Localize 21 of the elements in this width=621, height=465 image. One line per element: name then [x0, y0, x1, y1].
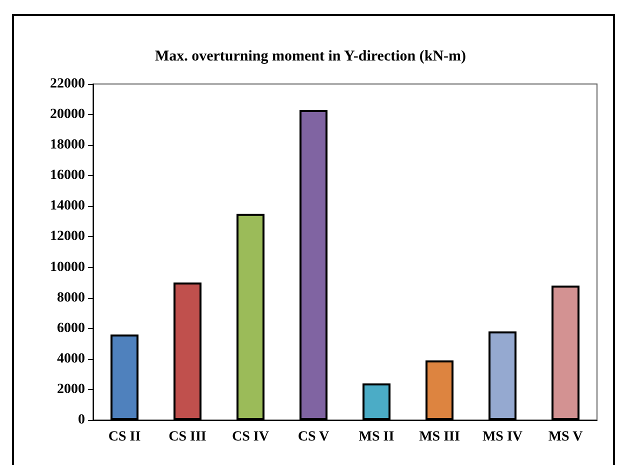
y-tick-label: 6000	[57, 320, 85, 336]
y-tick-label: 8000	[57, 290, 85, 306]
x-tick-label: CS V	[298, 430, 330, 444]
x-tick-label: CS III	[168, 430, 206, 444]
x-tick-label: CS II	[108, 430, 141, 444]
y-tick-label: 16000	[50, 168, 85, 184]
y-tick-label: 22000	[50, 76, 85, 92]
y-tick-label: 12000	[50, 229, 85, 244]
chart-title: Max. overturning moment in Y-direction (kN-m)	[154, 48, 466, 64]
y-tick-label: 2000	[57, 382, 85, 397]
y-tick-label: 18000	[50, 138, 85, 153]
y-tick-label: 0	[78, 412, 85, 428]
x-tick-label: MS IV	[482, 430, 523, 444]
y-tick-label: 20000	[50, 107, 85, 122]
x-tick-label: CS IV	[232, 430, 269, 444]
x-tick-label: MS II	[358, 430, 394, 444]
x-tick-label: MS V	[548, 430, 583, 444]
y-tick-label: 14000	[50, 198, 85, 214]
y-tick-label: 4000	[57, 351, 85, 366]
y-tick-label: 10000	[50, 260, 85, 275]
x-tick-label: MS III	[419, 430, 460, 444]
